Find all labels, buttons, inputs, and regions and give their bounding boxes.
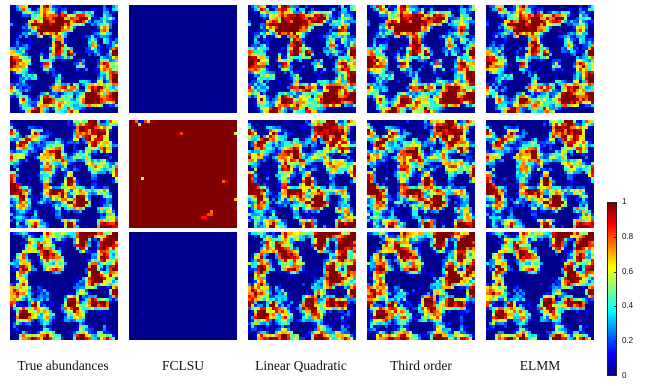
abundance-map-row3-lq (248, 232, 356, 340)
method-label-true: True abundances (17, 358, 109, 373)
abundance-heatmap (248, 120, 356, 228)
colorbar-tick-label: 0 (622, 371, 627, 380)
colorbar-tick-mark (614, 341, 617, 343)
method-label-elmm: ELMM (519, 358, 561, 373)
abundance-heatmap (486, 5, 594, 113)
method-label-third: Third order (390, 358, 452, 373)
colorbar-tick-mark (614, 271, 617, 273)
abundance-heatmap (367, 5, 475, 113)
abundance-heatmap (248, 232, 356, 340)
abundance-map-row2-true (10, 120, 118, 228)
abundance-map-row2-fclsu (129, 120, 237, 228)
colorbar-ramp (607, 202, 617, 376)
abundance-heatmap (10, 232, 118, 340)
colorbar-tick-mark (614, 306, 617, 308)
colorbar-tick-mark (614, 236, 617, 238)
abundance-heatmap (129, 120, 237, 228)
abundance-map-row3-fclsu (129, 232, 237, 340)
abundance-map-row1-elmm (486, 5, 594, 113)
abundance-map-row2-lq (248, 120, 356, 228)
colorbar-tick-label: 0.2 (622, 336, 634, 346)
abundance-heatmap (10, 120, 118, 228)
abundance-heatmap (367, 232, 475, 340)
colorbar-tick-mark (614, 202, 617, 203)
abundance-heatmap (129, 232, 237, 340)
abundance-map-row2-elmm (486, 120, 594, 228)
abundance-heatmap (248, 5, 356, 113)
abundance-map-row3-elmm (486, 232, 594, 340)
colorbar-tick-label: 0.6 (622, 266, 634, 276)
abundance-heatmap (367, 120, 475, 228)
abundance-heatmap (486, 120, 594, 228)
colorbar-tick-label: 0.4 (622, 301, 634, 311)
abundance-heatmap (486, 232, 594, 340)
colorbar-tick-label: 1 (622, 197, 627, 206)
abundance-map-row1-true (10, 5, 118, 113)
colorbar-tick-label: 0.8 (622, 231, 634, 241)
abundance-heatmap (129, 5, 237, 113)
abundance-heatmap (10, 5, 118, 113)
abundance-map-row1-third (367, 5, 475, 113)
method-label-fclsu: FCLSU (161, 358, 205, 373)
abundance-map-row1-fclsu (129, 5, 237, 113)
abundance-map-row3-true (10, 232, 118, 340)
abundance-map-row2-third (367, 120, 475, 228)
colorbar (607, 202, 617, 376)
method-label-lq: Linear Quadratic (255, 358, 347, 373)
colorbar-tick-mark (614, 375, 617, 376)
abundance-map-row1-lq (248, 5, 356, 113)
abundance-map-row3-third (367, 232, 475, 340)
